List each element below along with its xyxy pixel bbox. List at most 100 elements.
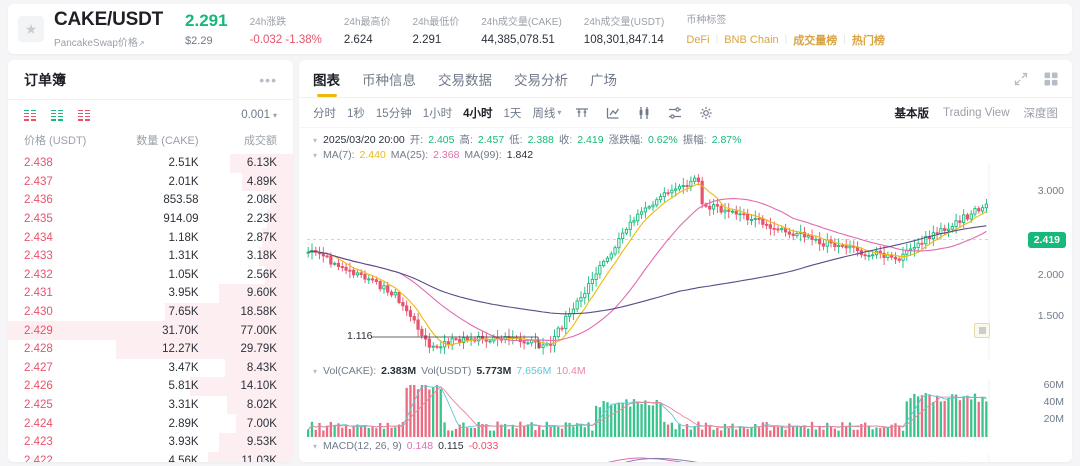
chart-tab-4[interactable]: 广场 <box>590 72 617 88</box>
chart-tab-1[interactable]: 币种信息 <box>362 72 416 88</box>
row-total: 9.60K <box>246 287 277 300</box>
ma7-label: MA(7): <box>323 149 355 161</box>
more-dots-icon[interactable]: ••• <box>259 71 277 88</box>
tag-hot-rank[interactable]: 热门榜 <box>851 34 885 47</box>
chevron-down-icon[interactable]: ▾ <box>313 367 318 376</box>
chart-view-1[interactable]: Trading View <box>943 106 1010 119</box>
orderbook-row[interactable]: 2.435 914.09 2.23K <box>8 209 293 229</box>
ohlc-change-label: 涨跌幅: <box>608 134 643 146</box>
indicator-icon[interactable] <box>606 106 620 120</box>
row-amount: 12.27K <box>162 343 199 356</box>
depth-bar <box>267 209 293 229</box>
orderbook-row[interactable]: 2.429 31.70K 77.00K <box>8 321 293 340</box>
row-amount: 5.81K <box>168 380 199 393</box>
candle-type-icon[interactable] <box>575 106 589 120</box>
orderbook-row[interactable]: 2.424 2.89K 7.00K <box>8 414 293 433</box>
chart-legend-toggle-icon[interactable] <box>974 323 990 338</box>
volume-svg <box>307 379 990 437</box>
ma99-value: 1.842 <box>506 149 534 161</box>
orderbook-row[interactable]: 2.438 2.51K 6.13K <box>8 154 293 173</box>
row-total: 77.00K <box>240 324 277 337</box>
macd-dea-value: 0.115 <box>438 440 464 452</box>
pair-block[interactable]: CAKE/USDT PancakeSwap价格↗ <box>54 9 163 49</box>
depth-bar <box>227 395 293 415</box>
chevron-down-icon[interactable]: ▾ <box>313 151 318 160</box>
row-total: 2.87K <box>246 231 277 244</box>
row-price: 2.429 <box>24 324 53 337</box>
chart-tabs: 图表 币种信息 交易数据 交易分析 广场 <box>313 60 617 97</box>
chevron-down-icon[interactable]: ▾ <box>313 136 318 145</box>
tag-bnb-chain[interactable]: BNB Chain <box>724 33 779 46</box>
orderbook-row[interactable]: 2.422 4.56K 11.03K <box>8 451 293 462</box>
depth-bids-icon[interactable] <box>51 109 64 121</box>
expand-icon[interactable] <box>1014 72 1028 86</box>
timeframe-2[interactable]: 15分钟 <box>375 107 412 120</box>
orderbook-header: 订单簿 ••• <box>8 60 293 100</box>
price-axis-label-2000: 2.000 <box>1037 268 1064 281</box>
grid-layout-icon[interactable] <box>1044 72 1058 86</box>
orderbook-row[interactable]: 2.433 1.31K 3.18K <box>8 246 293 266</box>
chart-tab-3[interactable]: 交易分析 <box>514 72 568 88</box>
vol-ma-pink-value: 10.4M <box>556 365 586 377</box>
row-price: 2.425 <box>24 399 53 412</box>
compare-icon[interactable] <box>637 106 651 120</box>
coin-tags-block: 币种标签 DeFi | BNB Chain | 成交量榜 | 热门榜 <box>686 11 884 48</box>
orderbook-row[interactable]: 2.423 3.93K 9.53K <box>8 432 293 452</box>
tag-volume-rank[interactable]: 成交量榜 <box>793 34 838 47</box>
coin-tags-list: DeFi | BNB Chain | 成交量榜 | 热门榜 <box>686 32 884 48</box>
row-amount: 853.58 <box>163 194 199 207</box>
volume-plot[interactable]: 60M 40M 20M <box>299 379 1072 437</box>
orderbook-row[interactable]: 2.436 853.58 2.08K <box>8 191 293 210</box>
orderbook-row[interactable]: 2.430 7.65K 18.58K <box>8 302 293 322</box>
timeframe-0[interactable]: 分时 <box>313 107 336 120</box>
orderbook-row[interactable]: 2.432 1.05K 2.56K <box>8 265 293 285</box>
candlestick-plot[interactable]: 3.000 2.419 2.000 1.500 1.116 <box>299 163 1072 361</box>
depth-asks-icon[interactable] <box>78 109 91 121</box>
chart-tabs-row: 图表 币种信息 交易数据 交易分析 广场 <box>299 60 1072 98</box>
depth-bar <box>218 284 293 303</box>
chart-panel: 图表 币种信息 交易数据 交易分析 广场 <box>299 60 1072 462</box>
chart-tab-2[interactable]: 交易数据 <box>438 72 492 88</box>
tag-defi[interactable]: DeFi <box>686 33 710 46</box>
chart-tab-0[interactable]: 图表 <box>313 60 340 97</box>
macd-label: MACD(12, 26, 9) <box>323 440 402 452</box>
price-chart-area[interactable]: 3.000 2.419 2.000 1.500 1.116 ▾ Vol(CAKE… <box>299 163 1072 462</box>
row-price: 2.436 <box>24 194 53 207</box>
macd-hist-value: -0.033 <box>468 440 499 452</box>
timeframe-more-icon[interactable]: ▾ <box>557 108 562 117</box>
drawing-tools-icon[interactable] <box>668 106 682 120</box>
depth-bar <box>164 302 293 322</box>
orderbook-row[interactable]: 2.426 5.81K 14.10K <box>8 377 293 396</box>
orderbook-row[interactable]: 2.437 2.01K 4.89K <box>8 172 293 192</box>
timeframe-1[interactable]: 1秒 <box>347 107 365 120</box>
depth-both-icon[interactable] <box>24 109 37 121</box>
timeframe-3[interactable]: 1小时 <box>422 107 453 120</box>
precision-dropdown[interactable]: 0.001 ▾ <box>241 109 277 121</box>
timeframe-5[interactable]: 1天 <box>503 107 522 120</box>
chart-view-2[interactable]: 深度图 <box>1023 107 1059 120</box>
stat-low-value: 2.291 <box>412 33 442 46</box>
row-amount: 7.65K <box>168 306 199 319</box>
orderbook-row[interactable]: 2.428 12.27K 29.79K <box>8 339 293 359</box>
orderbook-row[interactable]: 2.425 3.31K 8.02K <box>8 395 293 415</box>
volume-legend-line: ▾ Vol(CAKE): 2.383M Vol(USDT) 5.773M 7.6… <box>313 364 1058 379</box>
row-total: 6.13K <box>246 157 277 170</box>
macd-plot[interactable]: 0.200 <box>299 454 1072 462</box>
ohlc-amplitude-value: 2.87% <box>711 134 742 146</box>
ohlc-datetime: 2025/03/20 20:00 <box>323 134 405 146</box>
chevron-down-icon[interactable]: ▾ <box>313 442 318 451</box>
orderbook-row[interactable]: 2.434 1.18K 2.87K <box>8 228 293 247</box>
timeframe-4[interactable]: 4小时 <box>463 107 493 120</box>
pair-symbol: CAKE/USDT <box>54 9 164 30</box>
precision-value: 0.001 <box>241 109 270 121</box>
ma99-label: MA(99): <box>464 149 502 161</box>
timeframe-6[interactable]: 周线 <box>532 107 556 120</box>
orderbook-row[interactable]: 2.427 3.47K 8.43K <box>8 358 293 378</box>
chart-view-0[interactable]: 基本版 <box>894 107 930 120</box>
stat-volume-base: 24h成交量(CAKE) 44,385,078.51 <box>481 13 562 46</box>
row-total: 8.43K <box>246 361 277 374</box>
orderbook-row[interactable]: 2.431 3.95K 9.60K <box>8 284 293 303</box>
ohlc-low-label: 低: <box>509 134 523 146</box>
favorite-button[interactable]: ★ <box>18 16 44 42</box>
chart-settings-icon[interactable] <box>699 106 713 120</box>
